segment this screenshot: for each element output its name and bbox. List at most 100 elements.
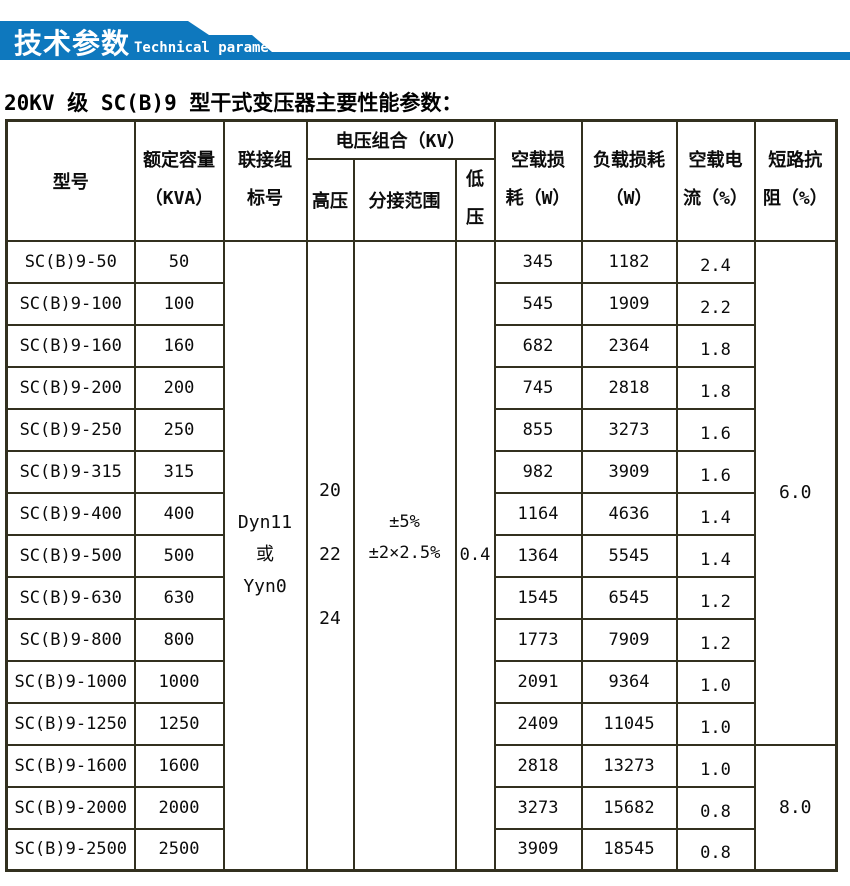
text-line: 标号 xyxy=(247,188,283,210)
text-line: 阻（%） xyxy=(762,188,828,210)
parameters-table: 型号 额定容量 （KVA） 联接组 标号 电压组合（KV） 空载损 耗（W） xyxy=(5,119,839,876)
cell-no-load-loss: 2091 xyxy=(493,659,583,704)
text-line: ±5% xyxy=(389,511,420,532)
col-header-hv: 高压 xyxy=(305,157,355,242)
text-line: （W） xyxy=(605,188,653,210)
banner-title-cn: 技术参数 xyxy=(14,27,131,60)
cell-kva: 2500 xyxy=(133,827,225,872)
cell-hv-values: 20 22 24 xyxy=(305,239,355,872)
cell-load-loss: 2818 xyxy=(580,365,678,410)
cell-tap-range-value: ±5% ±2×2.5% xyxy=(352,239,457,872)
cell-model: SC(B)9-1600 xyxy=(5,743,136,788)
cell-no-load-current: 1.4 xyxy=(675,495,756,540)
cell-load-loss: 18545 xyxy=(580,827,678,872)
table-row: SC(B)9-1250 1250 2409 11045 1.0 xyxy=(5,701,837,750)
col-header-capacity: 额定容量 （KVA） xyxy=(133,119,225,242)
col-header-load-loss: 负载损耗 （W） xyxy=(580,119,678,242)
text-line: 20 xyxy=(319,479,341,501)
table-row: SC(B)9-200 200 745 2818 1.8 xyxy=(5,365,837,414)
header-row-1: 型号 额定容量 （KVA） 联接组 标号 电压组合（KV） 空载损 耗（W） xyxy=(5,119,838,242)
text-line: 耗（W） xyxy=(505,188,571,210)
table-row: SC(B)9-50 50 Dyn11 或 Yyn0 20 22 24 ±5% xyxy=(5,239,838,872)
cell-kva: 200 xyxy=(133,365,225,410)
cell-no-load-loss: 682 xyxy=(493,323,583,368)
cell-no-load-loss: 1364 xyxy=(493,533,583,578)
cell-no-load-loss: 545 xyxy=(493,281,583,326)
text-line: ±2×2.5% xyxy=(368,542,441,563)
table-row: SC(B)9-100 100 545 1909 2.2 xyxy=(5,281,837,330)
text-line: Dyn11 xyxy=(237,511,293,533)
cell-load-loss: 6545 xyxy=(580,575,678,620)
cell-lv-value: 0.4 xyxy=(454,239,496,872)
table-row: SC(B)9-800 800 1773 7909 1.2 xyxy=(5,617,837,666)
cell-load-loss: 1909 xyxy=(580,281,678,326)
text-line: 或 xyxy=(256,543,274,565)
cell-load-loss: 3273 xyxy=(580,407,678,452)
header-lines: 空载电 流（%） xyxy=(683,152,748,208)
table-row: SC(B)9-1000 1000 2091 9364 1.0 xyxy=(5,659,837,708)
table-row: SC(B)9-630 630 1545 6545 1.2 xyxy=(5,575,837,624)
text-line: （KVA） xyxy=(144,188,214,210)
cell-kva: 250 xyxy=(133,407,225,452)
cell-model: SC(B)9-800 xyxy=(5,617,136,662)
table-row: SC(B)9-2000 2000 3273 15682 0.8 xyxy=(5,785,837,834)
col-header-no-load-loss: 空载损 耗（W） xyxy=(493,119,583,242)
cell-kva: 500 xyxy=(133,533,225,578)
table-row: SC(B)9-315 315 982 3909 1.6 xyxy=(5,449,837,498)
cell-no-load-current: 1.4 xyxy=(675,537,756,582)
cell-model: SC(B)9-250 xyxy=(5,407,136,452)
cell-no-load-current: 1.0 xyxy=(675,747,756,792)
table-row: SC(B)9-1600 1600 2818 13273 1.0 8.0 xyxy=(5,743,838,872)
cell-kva: 1000 xyxy=(133,659,225,704)
cell-no-load-current: 1.2 xyxy=(675,621,756,666)
cell-no-load-current: 0.8 xyxy=(675,789,756,834)
table-row: SC(B)9-160 160 682 2364 1.8 xyxy=(5,323,837,372)
cell-no-load-loss: 3273 xyxy=(493,785,583,830)
cell-no-load-loss: 855 xyxy=(493,407,583,452)
col-header-impedance: 短路抗 阻（%） xyxy=(753,119,838,242)
cell-kva: 160 xyxy=(133,323,225,368)
col-header-connection-group: 联接组 标号 xyxy=(222,119,308,242)
cell-impedance-6: 6.0 xyxy=(753,239,838,746)
cell-no-load-loss: 1545 xyxy=(493,575,583,620)
header-row-2: 高压 分接范围 低 压 xyxy=(7,157,837,242)
header-lines: 短路抗 阻（%） xyxy=(763,152,828,208)
cell-load-loss: 11045 xyxy=(580,701,678,746)
cell-impedance-8: 8.0 xyxy=(753,743,838,872)
text-line: 额定容量 xyxy=(143,150,215,172)
merged-lines: ±5% ±2×2.5% xyxy=(368,511,441,563)
cell-kva: 400 xyxy=(133,491,225,536)
text-line: 短路抗 xyxy=(768,150,823,172)
merged-lines: 20 22 24 xyxy=(319,479,341,628)
cell-load-loss: 4636 xyxy=(580,491,678,536)
cell-model: SC(B)9-500 xyxy=(5,533,136,578)
cell-kva: 50 xyxy=(133,239,225,284)
text-line: 空载损 xyxy=(511,150,566,172)
header-lines: 联接组 标号 xyxy=(238,152,292,208)
cell-no-load-current: 1.0 xyxy=(675,705,756,750)
cell-no-load-loss: 982 xyxy=(493,449,583,494)
text-line: 低 xyxy=(466,169,484,190)
cell-no-load-current: 2.2 xyxy=(675,285,756,330)
table-row: SC(B)9-250 250 855 3273 1.6 xyxy=(5,407,837,456)
banner-title-en: Technical parameter xyxy=(134,40,295,56)
cell-load-loss: 15682 xyxy=(580,785,678,830)
text-line: 空载电 xyxy=(688,150,743,172)
col-header-no-load-current: 空载电 流（%） xyxy=(675,119,756,242)
table-row: SC(B)9-400 400 1164 4636 1.4 xyxy=(5,491,837,540)
cell-load-loss: 7909 xyxy=(580,617,678,662)
cell-no-load-current: 1.2 xyxy=(675,579,756,624)
col-header-tap-range: 分接范围 xyxy=(352,157,457,242)
cell-model: SC(B)9-2500 xyxy=(5,827,136,872)
header-banner: 技术参数 Technical parameter xyxy=(0,21,850,60)
col-header-model: 型号 xyxy=(5,119,136,242)
cell-model: SC(B)9-315 xyxy=(5,449,136,494)
header-lines: 负载损耗 （W） xyxy=(593,152,665,208)
cell-no-load-current: 1.8 xyxy=(675,327,756,372)
cell-model: SC(B)9-1000 xyxy=(5,659,136,704)
header-lines: 额定容量 （KVA） xyxy=(143,152,215,208)
cell-no-load-current: 2.4 xyxy=(675,243,756,288)
cell-no-load-current: 1.8 xyxy=(675,369,756,414)
cell-kva: 1600 xyxy=(133,743,225,788)
cell-model: SC(B)9-2000 xyxy=(5,785,136,830)
